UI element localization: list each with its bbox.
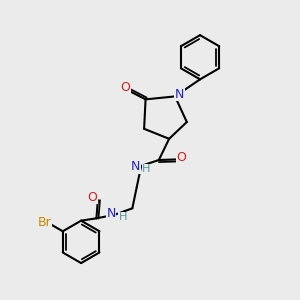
Text: N: N	[175, 88, 184, 100]
Text: N: N	[106, 206, 116, 220]
Text: H: H	[142, 164, 151, 174]
Text: O: O	[177, 152, 186, 164]
Text: N: N	[130, 160, 140, 173]
Text: Br: Br	[37, 216, 51, 229]
Text: H: H	[119, 212, 127, 222]
Text: O: O	[120, 81, 130, 94]
Text: O: O	[87, 190, 97, 204]
